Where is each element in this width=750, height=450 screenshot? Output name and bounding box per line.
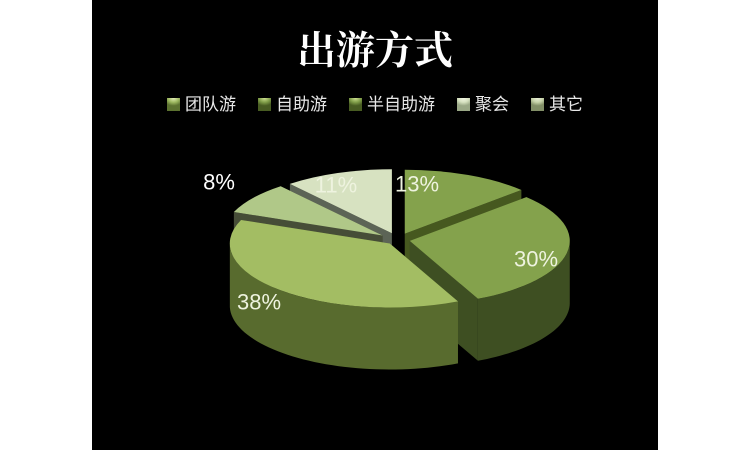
svg-text:13%: 13% — [395, 172, 439, 197]
svg-text:38%: 38% — [237, 290, 281, 315]
svg-text:11%: 11% — [315, 173, 357, 198]
svg-text:8%: 8% — [203, 170, 235, 195]
svg-text:30%: 30% — [514, 247, 558, 272]
